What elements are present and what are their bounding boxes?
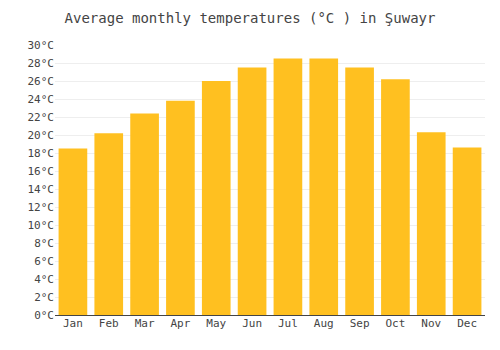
svg-text:2°C: 2°C bbox=[34, 291, 54, 304]
svg-text:12°C: 12°C bbox=[28, 201, 55, 214]
svg-text:Nov: Nov bbox=[421, 317, 441, 330]
svg-text:14°C: 14°C bbox=[28, 183, 55, 196]
svg-text:Aug: Aug bbox=[314, 317, 334, 330]
svg-text:Apr: Apr bbox=[170, 317, 190, 330]
svg-text:28°C: 28°C bbox=[28, 57, 55, 70]
svg-text:8°C: 8°C bbox=[34, 237, 54, 250]
svg-text:Feb: Feb bbox=[99, 317, 119, 330]
svg-text:6°C: 6°C bbox=[34, 255, 54, 268]
svg-text:Dec: Dec bbox=[457, 317, 477, 330]
svg-text:18°C: 18°C bbox=[28, 147, 55, 160]
svg-text:30°C: 30°C bbox=[28, 39, 55, 52]
svg-text:Jul: Jul bbox=[278, 317, 298, 330]
svg-text:4°C: 4°C bbox=[34, 273, 54, 286]
svg-text:10°C: 10°C bbox=[28, 219, 55, 232]
svg-text:Jun: Jun bbox=[242, 317, 262, 330]
svg-text:0°C: 0°C bbox=[34, 309, 54, 322]
svg-text:24°C: 24°C bbox=[28, 93, 55, 106]
svg-text:Average monthly temperatures (: Average monthly temperatures (°C ) in Şu… bbox=[65, 10, 436, 26]
svg-text:16°C: 16°C bbox=[28, 165, 55, 178]
svg-text:Jan: Jan bbox=[63, 317, 83, 330]
svg-text:22°C: 22°C bbox=[28, 111, 55, 124]
svg-text:26°C: 26°C bbox=[28, 75, 55, 88]
svg-text:20°C: 20°C bbox=[28, 129, 55, 142]
svg-text:Sep: Sep bbox=[350, 317, 370, 330]
svg-text:Mar: Mar bbox=[135, 317, 155, 330]
svg-text:Oct: Oct bbox=[385, 317, 405, 330]
svg-text:May: May bbox=[206, 317, 226, 330]
